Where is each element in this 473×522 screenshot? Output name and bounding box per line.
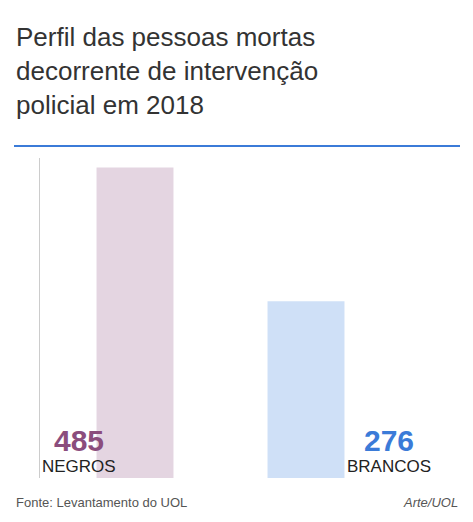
svg-text:Arte/UOL: Arte/UOL — [403, 495, 458, 510]
svg-text:Perfil das pessoas mortasdecor: Perfil das pessoas mortasdecorrente de i… — [16, 22, 318, 120]
svg-text:485: 485 — [54, 424, 104, 457]
svg-text:NEGROS: NEGROS — [42, 457, 116, 476]
svg-text:Fonte: Levantamento do UOL: Fonte: Levantamento do UOL — [16, 495, 187, 510]
svg-text:BRANCOS: BRANCOS — [347, 457, 431, 476]
svg-text:276: 276 — [364, 424, 414, 457]
